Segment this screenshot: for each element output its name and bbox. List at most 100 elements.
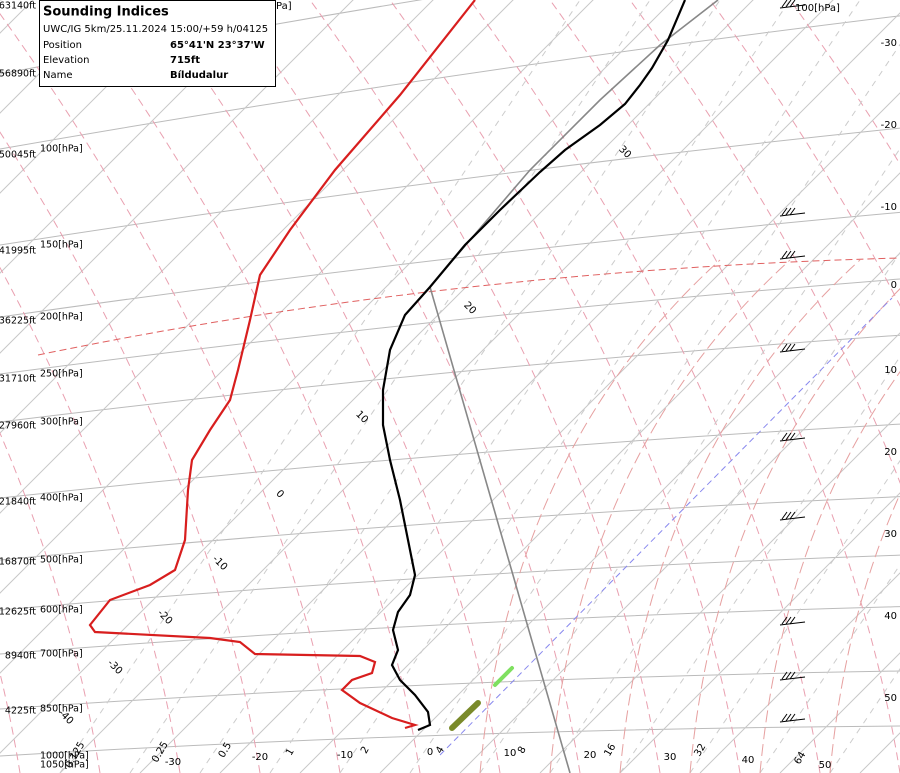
barb-feather bbox=[785, 713, 792, 722]
barb-feather bbox=[785, 432, 792, 441]
mixing-ratio-line bbox=[689, 459, 900, 773]
wind-barb bbox=[779, 250, 806, 260]
altitude-label: 36225ft bbox=[0, 316, 36, 327]
info-label: Elevation bbox=[43, 55, 89, 66]
pressure-label: 700[hPa] bbox=[40, 649, 83, 660]
altitude-label: 4225ft bbox=[5, 706, 36, 717]
barb-feather bbox=[789, 432, 796, 441]
moist-adiabat bbox=[479, 259, 721, 773]
dry-adiabat bbox=[709, 0, 900, 307]
barb-feather bbox=[781, 343, 788, 352]
temperature-label: 40 bbox=[742, 755, 755, 766]
isobar bbox=[0, 278, 900, 375]
moist-adiabat bbox=[549, 259, 791, 773]
dry-adiabat bbox=[0, 131, 261, 773]
mixing-ratio-label: 2 bbox=[359, 745, 372, 756]
mixing-ratio-line bbox=[269, 0, 791, 773]
barb-feather bbox=[781, 250, 788, 259]
pressure-label: 250[hPa] bbox=[40, 369, 83, 380]
right-axis-label: 50 bbox=[884, 693, 897, 704]
temperature-label: -20 bbox=[252, 752, 268, 763]
info-label: Name bbox=[43, 70, 73, 81]
isotherm bbox=[0, 0, 114, 114]
barb-feather bbox=[785, 616, 792, 625]
isotherm bbox=[0, 0, 514, 514]
isotherm bbox=[0, 0, 594, 594]
dry-adiabat bbox=[149, 0, 501, 773]
moist-adiabat bbox=[759, 371, 900, 773]
wind-barb bbox=[779, 432, 806, 442]
mixing-ratio-label: 1 bbox=[284, 747, 297, 758]
barb-feather bbox=[781, 511, 788, 520]
wind-barb bbox=[779, 671, 806, 681]
barb-feather bbox=[781, 0, 788, 8]
parcel-path bbox=[429, 0, 719, 773]
dry-adiabat bbox=[309, 0, 661, 773]
isotherm bbox=[459, 332, 900, 773]
temperature-label: 50 bbox=[819, 760, 832, 771]
mixing-ratio-line bbox=[619, 355, 900, 773]
barb-staff bbox=[779, 621, 806, 626]
dewpoint-profile bbox=[88, 0, 476, 730]
barb-feather bbox=[785, 343, 792, 352]
dry-adiabat bbox=[0, 432, 101, 773]
info-box: Sounding Indices UWC/IG 5km/25.11.2024 1… bbox=[39, 0, 276, 87]
isotherm bbox=[299, 172, 900, 773]
isotherm-label: 10 bbox=[353, 409, 370, 426]
pressure-label: 500[hPa] bbox=[40, 555, 83, 566]
right-axis-label: -10 bbox=[881, 202, 897, 213]
wind-barb bbox=[779, 511, 806, 521]
barb-feather bbox=[785, 671, 792, 680]
barb-staff bbox=[779, 255, 806, 260]
isotherm bbox=[0, 0, 274, 274]
temperature-label: 10 bbox=[504, 748, 517, 759]
wind-barbs bbox=[779, 0, 806, 723]
barb-feather bbox=[781, 713, 788, 722]
temperature-profile bbox=[381, 0, 687, 732]
pressure-label: 850[hPa] bbox=[40, 704, 83, 715]
isotherm bbox=[0, 0, 674, 674]
mixing-ratio-label: 4 bbox=[434, 745, 447, 756]
altitude-label: 63140ft bbox=[0, 1, 36, 12]
barb-feather bbox=[781, 671, 788, 680]
isotherm-label: -30 bbox=[105, 658, 124, 677]
temperature-label: -10 bbox=[337, 750, 353, 761]
info-label: Position bbox=[43, 40, 82, 51]
barb-staff bbox=[779, 516, 806, 521]
mixing-ratio-line bbox=[409, 43, 900, 773]
isobar bbox=[0, 15, 900, 150]
mixing-ratio-line bbox=[59, 0, 581, 773]
dry-adiabat bbox=[789, 0, 900, 166]
pressure-label: 150[hPa] bbox=[40, 240, 83, 251]
isotherm bbox=[0, 0, 754, 754]
wind-barb bbox=[779, 713, 806, 723]
pressure-label: Pa] bbox=[276, 1, 292, 12]
mixing-ratio-label: 64 bbox=[792, 750, 808, 767]
mixing-ratio-line bbox=[759, 563, 900, 773]
wind-barb bbox=[779, 207, 806, 217]
barb-feather bbox=[789, 207, 796, 216]
info-title: Sounding Indices bbox=[43, 5, 169, 20]
barb-feather bbox=[789, 0, 796, 8]
right-axis-label: 30 bbox=[884, 529, 897, 540]
barb-feather bbox=[785, 207, 792, 216]
isobar bbox=[0, 211, 900, 318]
isobar bbox=[0, 606, 900, 655]
isobar bbox=[0, 496, 900, 561]
barb-staff bbox=[779, 718, 806, 723]
barb-feather bbox=[781, 616, 788, 625]
dry-adiabat bbox=[629, 0, 900, 485]
isotherm bbox=[859, 732, 900, 773]
dry-adiabat bbox=[69, 0, 421, 773]
freezing-line bbox=[439, 297, 893, 756]
dry-adiabat bbox=[389, 0, 741, 773]
mixing-ratio-label: 32 bbox=[692, 742, 708, 759]
barb-feather bbox=[789, 511, 796, 520]
pressure-label: 100[hPa] bbox=[40, 144, 83, 155]
pressure-label: 100[hPa] bbox=[795, 3, 840, 14]
isobar bbox=[0, 670, 900, 710]
barb-feather bbox=[781, 207, 788, 216]
pressure-label: 600[hPa] bbox=[40, 605, 83, 616]
